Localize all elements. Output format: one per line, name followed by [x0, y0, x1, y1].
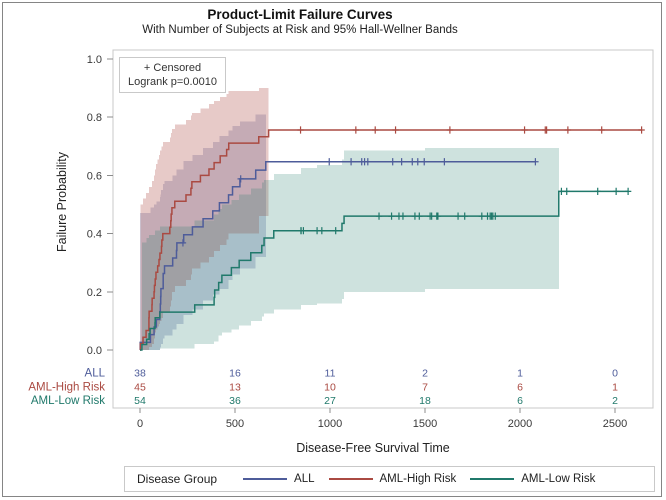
- failure-curve-ALL: [139, 160, 536, 351]
- at-risk-count: 27: [324, 395, 336, 407]
- legend-label-aml-high-risk: AML-High Risk: [379, 473, 457, 485]
- at-risk-count: 45: [134, 382, 146, 394]
- aml-high-risk-line-swatch: [328, 478, 373, 480]
- y-tick-label: 0.4: [87, 229, 102, 241]
- y-tick-label: 0.2: [87, 287, 102, 299]
- legend-item-aml-low-risk: AML-Low Risk: [470, 473, 595, 485]
- at-risk-count: 2: [612, 395, 618, 407]
- failure-curve-AML-Low Risk: [140, 190, 629, 351]
- censored-marks: [179, 126, 645, 247]
- aml-low-risk-line-swatch: [470, 478, 515, 480]
- censored-marks-ALL: [179, 158, 539, 247]
- x-tick-label: 0: [137, 418, 143, 430]
- at-risk-count: 6: [517, 395, 523, 407]
- x-tick-label: 2500: [603, 418, 627, 430]
- at-risk-row-label: AML-High Risk: [28, 382, 105, 394]
- at-risk-count: 0: [612, 368, 618, 380]
- legend-title: Disease Group: [137, 472, 218, 486]
- legend-item-all: ALL: [243, 473, 315, 485]
- at-risk-count: 10: [324, 382, 336, 394]
- chart-title: Product-Limit Failure Curves: [207, 7, 393, 22]
- hall-wellner-band-ALL: [140, 108, 266, 350]
- at-risk-count: 16: [229, 368, 241, 380]
- x-tick-label: 2000: [508, 418, 532, 430]
- all-line-swatch: [243, 478, 288, 480]
- censored-marks-AML-Low Risk: [297, 187, 632, 235]
- hall-wellner-band-AML-Low Risk: [141, 147, 559, 350]
- y-tick-label: 0.8: [87, 112, 102, 124]
- y-tick-label: 1.0: [87, 54, 102, 66]
- at-risk-row-label: ALL: [85, 368, 106, 380]
- failure-curves: [139, 129, 642, 351]
- chart-subtitle: With Number of Subjects at Risk and 95% …: [142, 24, 458, 36]
- at-risk-count: 54: [134, 395, 146, 407]
- confidence-bands: [140, 85, 559, 350]
- censored-marks-AML-High Risk: [297, 126, 645, 134]
- x-tick-label: 1000: [318, 418, 342, 430]
- hall-wellner-band-AML-High Risk: [140, 85, 269, 350]
- x-tick-label: 500: [226, 418, 244, 430]
- x-tick-label: 1500: [413, 418, 437, 430]
- legend-label-all: ALL: [294, 473, 315, 485]
- y-axis: 0.0 0.2 0.4 0.6 0.8 1.0: [87, 54, 113, 357]
- at-risk-count: 18: [419, 395, 431, 407]
- inset-legend: + Censored Logrank p=0.0010: [119, 57, 226, 93]
- at-risk-count: 11: [325, 368, 336, 380]
- at-risk-count: 6: [517, 382, 523, 394]
- at-risk-count: 1: [612, 382, 618, 394]
- failure-curve-AML-High Risk: [139, 129, 642, 351]
- at-risk-count: 36: [229, 395, 241, 407]
- at-risk-row-label: AML-Low Risk: [31, 395, 105, 407]
- legend-label-aml-low-risk: AML-Low Risk: [521, 473, 596, 485]
- at-risk-count: 1: [517, 368, 523, 380]
- legend: Disease Group ALL AML-High Risk AML-Low …: [124, 466, 655, 492]
- at-risk-count: 2: [422, 368, 428, 380]
- y-tick-label: 0.0: [87, 345, 102, 357]
- censored-note: + Censored: [143, 62, 202, 74]
- at-risk-count: 38: [134, 368, 146, 380]
- y-tick-label: 0.6: [87, 170, 102, 182]
- legend-item-aml-high-risk: AML-High Risk: [328, 473, 457, 485]
- plot-area-border: [112, 49, 654, 409]
- x-axis: 0 500 1000 1500 2000 2500: [137, 408, 627, 430]
- at-risk-count: 7: [422, 382, 428, 394]
- at-risk-count: 13: [229, 382, 241, 394]
- logrank-pvalue: Logrank p=0.0010: [128, 76, 217, 88]
- x-axis-label: Disease-Free Survival Time: [296, 441, 450, 455]
